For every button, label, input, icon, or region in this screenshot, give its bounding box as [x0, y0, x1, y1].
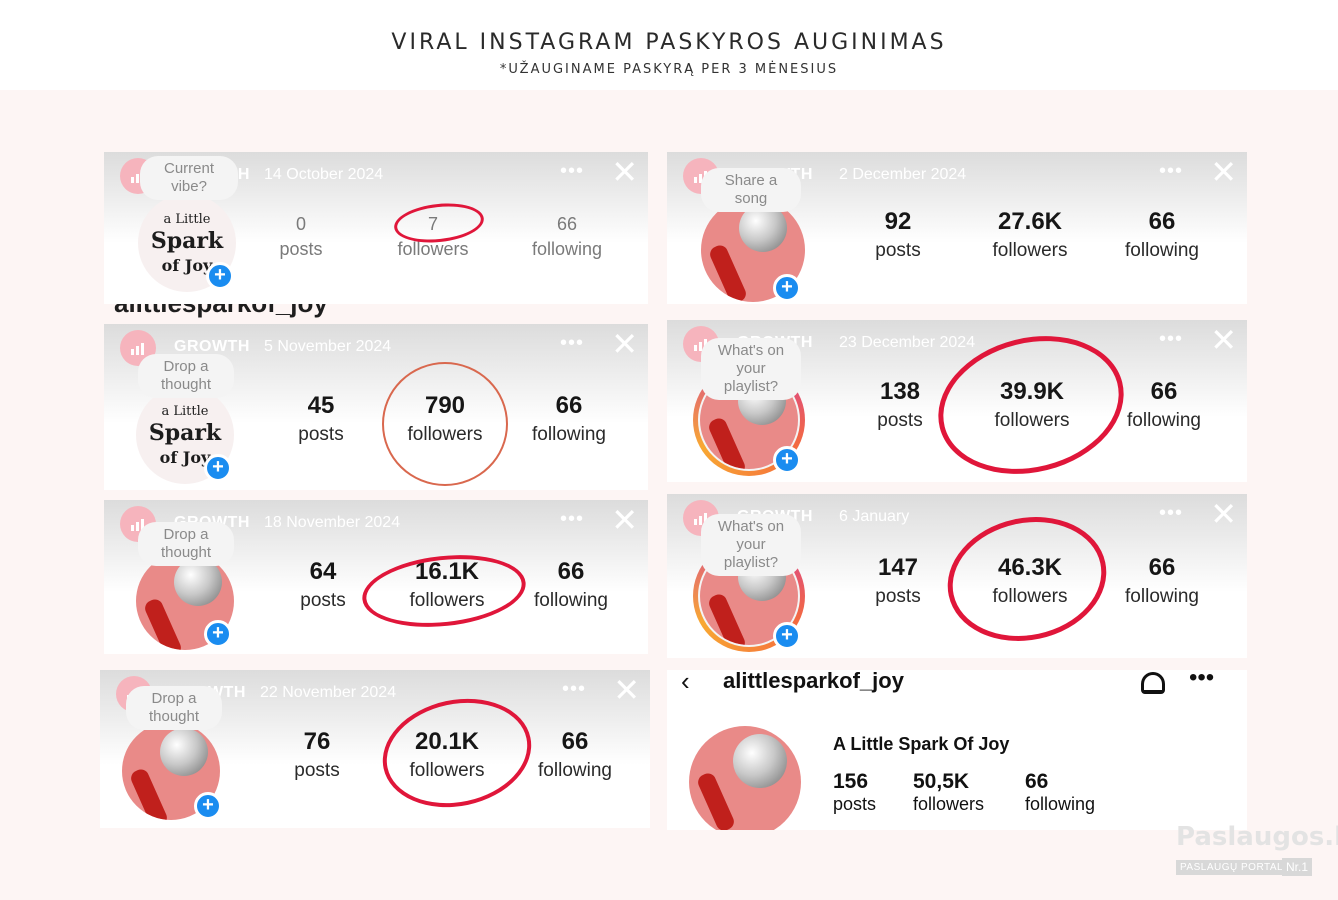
- profile-username: alittlesparkof_joy: [723, 670, 904, 693]
- followers-stat: 46.3K followers: [992, 554, 1068, 607]
- posts-stat: 92 posts: [875, 208, 921, 261]
- highlight-circle: [382, 362, 508, 486]
- story-date: 5 November 2024: [264, 338, 392, 355]
- story-card-dec-2: GROWTH 2 December 2024 ••• ✕ Share a son…: [667, 152, 1247, 304]
- posts-stat: 76 posts: [294, 728, 340, 781]
- followers-stat: 16.1K followers: [409, 558, 485, 611]
- story-date: 22 November 2024: [260, 684, 397, 701]
- profile-header-strip: alittlesparkof_joy: [104, 304, 644, 324]
- more-dots-icon[interactable]: •••: [1158, 160, 1183, 182]
- plus-icon[interactable]: +: [194, 792, 222, 820]
- close-icon[interactable]: ✕: [613, 672, 640, 708]
- following-stat: 66 following: [1125, 208, 1199, 261]
- posts-stat: 138 posts: [877, 378, 923, 431]
- following-stat: 66 following: [538, 728, 612, 781]
- story-date: 6 January: [839, 508, 910, 525]
- close-icon[interactable]: ✕: [1210, 154, 1237, 190]
- close-icon[interactable]: ✕: [611, 326, 638, 362]
- story-top-bar: GROWTH 5 November 2024 ••• ✕: [104, 324, 648, 368]
- note-bubble: What's on your playlist?: [701, 514, 801, 576]
- story-date: 23 December 2024: [839, 334, 976, 351]
- more-dots-icon[interactable]: •••: [1189, 670, 1215, 691]
- profile-display-name: A Little Spark Of Joy: [833, 734, 1010, 754]
- story-date: 14 October 2024: [264, 166, 384, 183]
- followers-stat: 39.9K followers: [994, 378, 1070, 431]
- logo-line-2: Spark: [150, 228, 224, 254]
- growth-label: GROWTH: [174, 338, 250, 355]
- back-arrow-icon[interactable]: ‹: [681, 670, 690, 696]
- more-dots-icon[interactable]: •••: [1158, 502, 1183, 524]
- logo-line-1: a Little: [163, 212, 211, 227]
- story-card-jan-6: GROWTH 6 January ••• ✕ What's on your pl…: [667, 494, 1247, 658]
- page-title: VIRAL INSTAGRAM PASKYROS AUGINIMAS: [391, 30, 947, 55]
- watermark-name: Paslaugos.lt: [1176, 822, 1338, 852]
- close-icon[interactable]: ✕: [1210, 322, 1237, 358]
- note-bubble: Drop a thought: [126, 686, 222, 730]
- watermark-subtitle: PASLAUGŲ PORTALAS: [1176, 860, 1302, 875]
- avatar[interactable]: [136, 552, 234, 650]
- note-bubble: Share a song: [701, 168, 801, 212]
- page-subtitle: *UŽAUGINAME PASKYRĄ PER 3 MĖNESIUS: [499, 62, 839, 77]
- watermark-logo: Paslaugos.lt PASLAUGŲ PORTALAS Nr.1: [1170, 822, 1338, 880]
- logo-line-1: a Little: [161, 404, 209, 419]
- close-icon[interactable]: ✕: [611, 154, 638, 190]
- more-dots-icon[interactable]: •••: [559, 508, 584, 530]
- followers-stat: 20.1K followers: [409, 728, 485, 781]
- profile-header: ‹ alittlesparkof_joy ••• A Little Spark …: [667, 670, 1247, 830]
- note-bubble: Current vibe?: [140, 156, 238, 200]
- plus-icon[interactable]: +: [773, 446, 801, 474]
- following-stat: 66 following: [531, 214, 603, 259]
- story-card-nov-18: GROWTH 18 November 2024 ••• ✕ Drop a tho…: [104, 500, 648, 654]
- followers-stat: 7 followers: [397, 214, 469, 259]
- more-dots-icon[interactable]: •••: [1158, 328, 1183, 350]
- followers-stat: 27.6K followers: [992, 208, 1068, 261]
- posts-stat: 0 posts: [279, 214, 323, 259]
- followers-stat[interactable]: 50,5K followers: [913, 770, 985, 814]
- avatar[interactable]: a Little Spark of Joy: [138, 194, 236, 292]
- watermark-badge: Nr.1: [1282, 858, 1313, 876]
- header: VIRAL INSTAGRAM PASKYROS AUGINIMAS *UŽAU…: [0, 0, 1338, 90]
- avatar[interactable]: [689, 726, 801, 830]
- following-stat[interactable]: 66 following: [1025, 770, 1096, 814]
- posts-stat: 45 posts: [298, 392, 344, 445]
- note-bubble: Drop a thought: [138, 354, 234, 398]
- highlight-circle: [358, 547, 530, 635]
- story-date: 2 December 2024: [839, 166, 967, 183]
- story-date: 18 November 2024: [264, 514, 401, 531]
- following-stat: 66 following: [532, 392, 606, 445]
- logo-line-3: of Joy: [161, 256, 213, 275]
- more-dots-icon[interactable]: •••: [559, 160, 584, 182]
- story-card-dec-23: GROWTH 23 December 2024 ••• ✕ What's on …: [667, 320, 1247, 482]
- following-stat: 66 following: [534, 558, 608, 611]
- following-stat: 66 following: [1125, 554, 1199, 607]
- close-icon[interactable]: ✕: [611, 502, 638, 538]
- more-dots-icon[interactable]: •••: [559, 332, 584, 354]
- story-card-oct-14: GROWTH 14 October 2024 ••• ✕ a Little Sp…: [104, 152, 648, 304]
- logo-line-3: of Joy: [159, 448, 211, 467]
- posts-stat: 64 posts: [300, 558, 346, 611]
- logo-line-2: Spark: [148, 420, 222, 446]
- strip-username: alittlesparkof_joy: [114, 304, 328, 319]
- bell-icon[interactable]: [1141, 672, 1165, 694]
- plus-icon[interactable]: +: [206, 262, 234, 290]
- more-dots-icon[interactable]: •••: [561, 678, 586, 700]
- plus-icon[interactable]: +: [204, 454, 232, 482]
- close-icon[interactable]: ✕: [1210, 496, 1237, 532]
- note-bubble: Drop a thought: [138, 522, 234, 566]
- posts-stat: 147 posts: [875, 554, 921, 607]
- posts-stat[interactable]: 156 posts: [833, 770, 877, 814]
- story-card-nov-22: GROWTH 22 November 2024 ••• ✕ Drop a tho…: [100, 670, 650, 828]
- plus-icon[interactable]: +: [773, 622, 801, 650]
- following-stat: 66 following: [1127, 378, 1201, 431]
- plus-icon[interactable]: +: [773, 274, 801, 302]
- plus-icon[interactable]: +: [204, 620, 232, 648]
- note-bubble: What's on your playlist?: [701, 338, 801, 400]
- story-card-nov-5: GROWTH 5 November 2024 ••• ✕ a Little Sp…: [104, 324, 648, 490]
